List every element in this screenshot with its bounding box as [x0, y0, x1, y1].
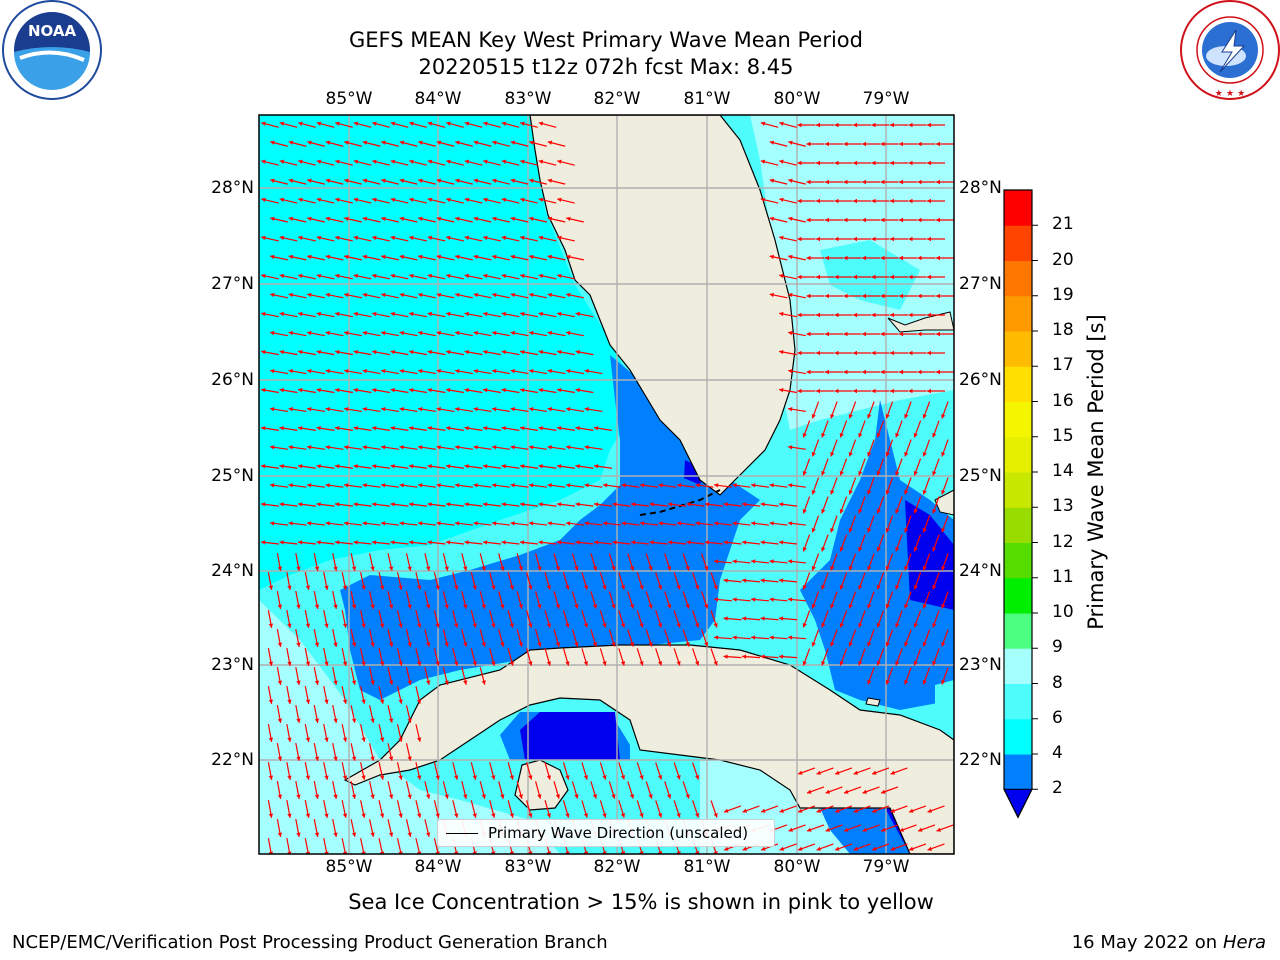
legend-line-icon: [446, 832, 478, 834]
wave-direction-arrows: [260, 121, 954, 854]
colorbar-tick-label: 20: [1052, 249, 1074, 270]
lon-tick-bottom: 82°W: [593, 857, 641, 877]
lat-tick-right: 28°N: [959, 178, 1002, 198]
colorbar-segment: [1004, 260, 1032, 297]
colorbar-tick-label: 15: [1052, 425, 1074, 446]
lon-tick-bottom: 81°W: [683, 857, 731, 877]
map-area: [259, 115, 954, 854]
colorbar-segment: [1004, 718, 1032, 755]
lat-tick-right: 27°N: [959, 274, 1002, 294]
lon-tick-top: 82°W: [593, 89, 641, 109]
colorbar-tick-label: 14: [1052, 461, 1074, 481]
lon-tick-bottom: 80°W: [773, 857, 821, 877]
lat-tick-left: 25°N: [211, 466, 254, 486]
noaa-logo: NOAA: [2, 0, 102, 100]
lon-tick-top: 83°W: [504, 89, 552, 109]
colorbar-segment: [1004, 331, 1032, 367]
colorbar-under-triangle: [1003, 788, 1033, 819]
colorbar-tick-label: 16: [1052, 390, 1074, 411]
lon-tick-top: 80°W: [773, 89, 821, 109]
lat-tick-right: 25°N: [959, 466, 1002, 486]
lat-tick-right: 22°N: [959, 750, 1002, 770]
colorbar-tick-label: 18: [1052, 320, 1074, 340]
colorbar-tick-label: 9: [1052, 637, 1063, 658]
colorbar-segment: [1004, 295, 1032, 332]
colorbar-tick-label: 6: [1052, 707, 1063, 728]
lat-tick-right: 26°N: [959, 370, 1002, 390]
colorbar-segment: [1004, 542, 1032, 579]
colorbar-segment: [1004, 366, 1032, 402]
colorbar-segment: [1004, 472, 1032, 508]
colorbar-tick-label: 12: [1052, 531, 1074, 552]
lon-tick-bottom: 83°W: [504, 857, 552, 877]
map-frame: [258, 114, 955, 855]
nws-logo: ★ ★ ★: [1180, 0, 1280, 100]
colorbar-tick-label: 21: [1052, 214, 1074, 235]
colorbar-tick-label: 13: [1052, 496, 1074, 517]
map-legend: Primary Wave Direction (unscaled): [437, 819, 775, 847]
colorbar-segment: [1004, 577, 1032, 614]
colorbar-segment: [1004, 754, 1032, 790]
colorbar-tick-label: 11: [1052, 566, 1074, 587]
colorbar-segment: [1004, 507, 1032, 543]
lon-tick-bottom: 79°W: [862, 857, 910, 877]
legend-label: Primary Wave Direction (unscaled): [488, 824, 749, 842]
colorbar-label: Primary Wave Mean Period [s]: [1084, 314, 1108, 630]
svg-text:★ ★ ★: ★ ★ ★: [1215, 89, 1245, 99]
colorbar-segment: [1004, 613, 1032, 649]
colorbar-tick-label: 8: [1052, 672, 1063, 693]
lat-tick-right: 23°N: [959, 655, 1002, 675]
lat-tick-left: 26°N: [211, 370, 254, 390]
lat-tick-left: 27°N: [211, 274, 254, 294]
colorbar-segment: [1004, 225, 1032, 261]
lat-tick-left: 24°N: [211, 561, 254, 581]
lon-tick-top: 84°W: [414, 89, 462, 109]
colorbar-frame: [1003, 189, 1033, 819]
lat-tick-left: 28°N: [211, 178, 254, 198]
lon-tick-top: 85°W: [325, 89, 373, 109]
colorbar: [1003, 189, 1038, 819]
lat-tick-left: 22°N: [211, 750, 254, 770]
lon-tick-top: 81°W: [683, 89, 731, 109]
lat-tick-right: 24°N: [959, 561, 1002, 581]
colorbar-tick-label: 2: [1052, 778, 1063, 799]
lon-tick-top: 79°W: [862, 89, 910, 109]
sea-ice-note: Sea Ice Concentration > 15% is shown in …: [348, 890, 934, 914]
colorbar-tick-label: 10: [1052, 602, 1074, 622]
colorbar-segment: [1004, 401, 1032, 438]
noaa-logo-text: NOAA: [28, 22, 77, 40]
colorbar-segment: [1004, 648, 1032, 684]
lon-tick-bottom: 84°W: [414, 857, 462, 877]
machine-name: Hera: [1222, 932, 1266, 953]
date-text: 16 May 2022 on: [1071, 932, 1218, 953]
colorbar-segment: [1004, 683, 1032, 720]
credit-text: NCEP/EMC/Verification Post Processing Pr…: [12, 932, 608, 953]
colorbar-tick-label: 19: [1052, 284, 1074, 305]
colorbar-segment: [1004, 190, 1032, 226]
chart-title-line2: 20220515 t12z 072h fcst Max: 8.45: [418, 55, 794, 79]
chart-title-line1: GEFS MEAN Key West Primary Wave Mean Per…: [349, 28, 863, 52]
lat-tick-left: 23°N: [211, 655, 254, 675]
lon-tick-bottom: 85°W: [325, 857, 373, 877]
colorbar-tick-label: 17: [1052, 355, 1074, 376]
date-stamp: 16 May 2022 on Hera: [1072, 932, 1266, 953]
colorbar-tick-label: 4: [1052, 743, 1063, 763]
colorbar-segment: [1004, 436, 1032, 473]
